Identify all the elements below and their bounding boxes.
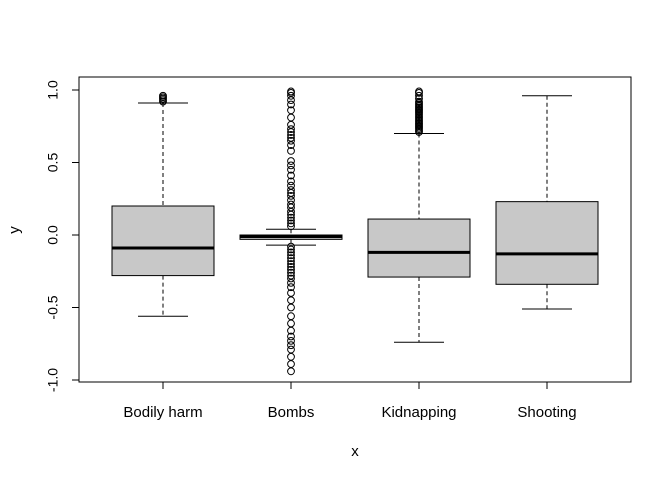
box-bombs — [239, 87, 343, 376]
outlier-point — [287, 128, 295, 136]
interquartile-box — [367, 218, 471, 278]
outlier-point — [287, 177, 295, 186]
plot-area — [111, 87, 599, 376]
outlier-point — [287, 222, 295, 231]
x-axis-label: x — [351, 443, 359, 460]
outlier-point — [287, 263, 295, 271]
outlier-point — [287, 251, 295, 260]
outlier-point — [287, 131, 295, 139]
outlier-point — [287, 341, 295, 350]
outlier-point — [287, 303, 295, 312]
y-axis-label: y — [6, 226, 23, 234]
box-bodily-harm — [111, 91, 215, 317]
outlier-point — [415, 87, 423, 96]
interquartile-box — [495, 201, 599, 285]
outlier-point — [287, 265, 295, 274]
outlier-point — [287, 336, 295, 345]
outlier-point — [287, 219, 295, 228]
outlier-point — [287, 260, 295, 268]
axes: -1.0 -0.5 0.0 0.5 1.0 Bodily harm Bombs Kidnapp… — [45, 80, 577, 421]
y-tick-label: 0.5 — [45, 153, 61, 173]
outlier-point — [287, 141, 295, 150]
y-tick-label: 1.0 — [45, 80, 61, 100]
outlier-point — [287, 96, 295, 105]
outlier-point — [287, 136, 295, 145]
outlier-point — [287, 326, 295, 335]
outlier-point — [287, 91, 295, 100]
interquartile-box — [111, 205, 215, 277]
outlier-point — [287, 157, 295, 165]
outlier-point — [287, 216, 295, 225]
outlier-point — [287, 207, 295, 216]
outlier-point — [287, 257, 295, 266]
outlier-point — [415, 91, 423, 100]
outlier-point — [287, 274, 295, 283]
outlier-point — [287, 278, 295, 287]
outlier-point — [287, 213, 295, 222]
outlier-point — [287, 191, 295, 200]
x-tick-label: Shooting — [517, 404, 576, 421]
outlier-point — [287, 161, 295, 170]
outlier-point — [287, 245, 295, 254]
y-tick-label: 0.0 — [45, 225, 61, 245]
outlier-point — [287, 268, 295, 277]
outlier-point — [287, 147, 295, 155]
outlier-point — [287, 242, 295, 251]
outlier-point — [287, 186, 295, 194]
outlier-point — [287, 100, 295, 109]
x-tick-label: Bombs — [268, 404, 315, 421]
outlier-point — [159, 91, 167, 100]
outlier-point — [287, 332, 295, 341]
outlier-point — [415, 97, 423, 106]
x-tick-label: Bodily harm — [123, 404, 202, 421]
outlier-point — [287, 254, 295, 263]
y-tick-label: -0.5 — [45, 295, 61, 319]
outlier-point — [287, 248, 295, 257]
outlier-point — [287, 367, 295, 376]
outlier-point — [287, 125, 295, 134]
outlier-point — [287, 210, 295, 219]
outlier-point — [287, 283, 295, 292]
outlier-point — [287, 165, 295, 174]
y-tick-label: -1.0 — [45, 368, 61, 392]
box-shooting — [495, 95, 599, 310]
box-kidnapping — [367, 87, 471, 343]
x-tick-label: Kidnapping — [381, 404, 456, 421]
outlier-point — [287, 171, 295, 180]
